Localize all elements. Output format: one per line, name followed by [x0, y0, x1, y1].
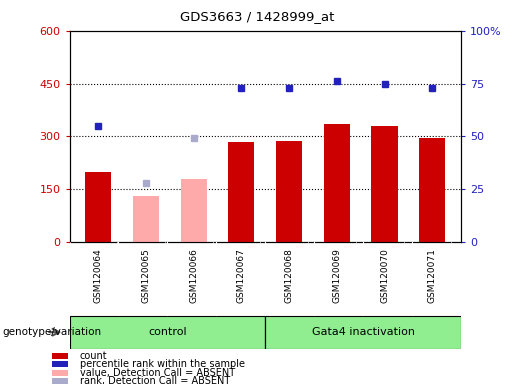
Text: GDS3663 / 1428999_at: GDS3663 / 1428999_at [180, 10, 335, 23]
Bar [228, 142, 254, 242]
Bar [324, 124, 350, 242]
Bar [133, 196, 159, 242]
Bar [180, 179, 207, 242]
Text: GSM120068: GSM120068 [285, 248, 294, 303]
Text: GSM120070: GSM120070 [380, 248, 389, 303]
Bar [265, 316, 461, 349]
Text: GSM120066: GSM120066 [189, 248, 198, 303]
Bar [276, 141, 302, 242]
Text: GSM120067: GSM120067 [237, 248, 246, 303]
Text: count: count [80, 351, 108, 361]
Text: Gata4 inactivation: Gata4 inactivation [312, 327, 415, 337]
Text: GSM120065: GSM120065 [142, 248, 150, 303]
Text: GSM120071: GSM120071 [428, 248, 437, 303]
Bar [371, 126, 398, 242]
Text: GSM120064: GSM120064 [94, 248, 102, 303]
Bar [85, 172, 111, 242]
Text: percentile rank within the sample: percentile rank within the sample [80, 359, 245, 369]
Text: GSM120069: GSM120069 [332, 248, 341, 303]
Text: control: control [148, 327, 186, 337]
Text: rank, Detection Call = ABSENT: rank, Detection Call = ABSENT [80, 376, 230, 384]
Bar [419, 138, 445, 242]
Bar [70, 316, 265, 349]
Text: genotype/variation: genotype/variation [3, 327, 101, 337]
Text: value, Detection Call = ABSENT: value, Detection Call = ABSENT [80, 368, 235, 378]
